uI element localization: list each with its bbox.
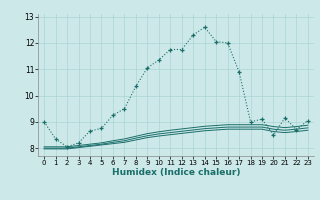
X-axis label: Humidex (Indice chaleur): Humidex (Indice chaleur) [112, 168, 240, 177]
